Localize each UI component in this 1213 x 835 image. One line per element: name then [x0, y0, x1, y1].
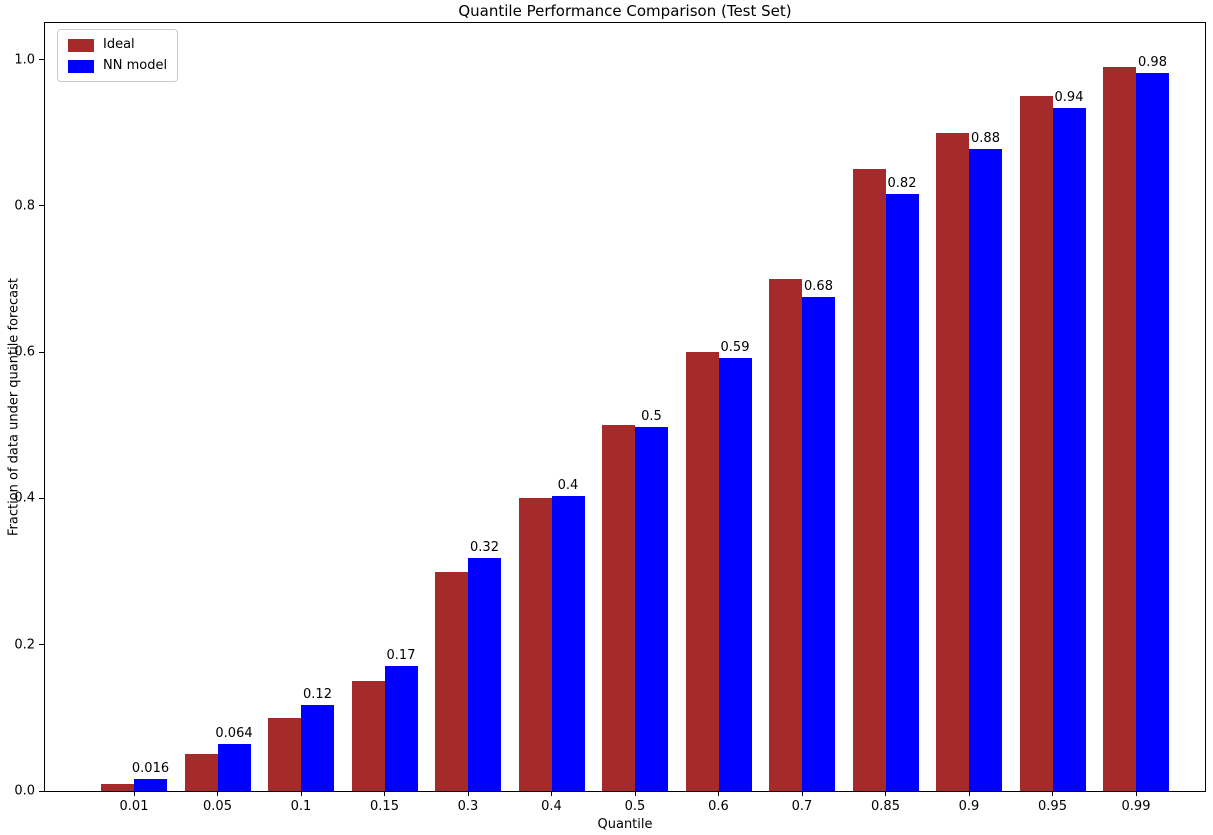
- x-tick-label: 0.01: [119, 799, 149, 814]
- x-tick-label: 0.6: [708, 799, 729, 814]
- chart-title: Quantile Performance Comparison (Test Se…: [458, 2, 792, 20]
- bar-ideal: [268, 717, 301, 791]
- bar-ideal: [101, 783, 134, 791]
- y-tick: [39, 205, 44, 207]
- plot-area: Ideal NN model Quantile 0.0 0.2 0.4 0.6 0.8 1…: [14, 22, 1206, 832]
- x-tick: [634, 791, 636, 796]
- x-tick: [718, 791, 719, 796]
- x-tick-label: 0.1: [290, 799, 312, 814]
- legend: Ideal NN model: [57, 29, 179, 82]
- x-tick: [1052, 791, 1053, 796]
- bar-nn-model: [217, 744, 251, 791]
- bar-nn-model: [1052, 107, 1086, 791]
- bar-value-label: 0.12: [303, 686, 332, 702]
- x-tick: [885, 791, 886, 796]
- legend-item-ideal: Ideal: [68, 38, 167, 52]
- bar-ideal: [852, 169, 886, 791]
- bar-value-label: 0.4: [557, 478, 579, 494]
- x-tick: [551, 791, 552, 796]
- x-tick: [467, 791, 469, 796]
- bar-nn-model: [551, 496, 585, 791]
- bar-ideal: [518, 498, 552, 791]
- bar-ideal: [936, 132, 969, 791]
- bar-value-label: 0.016: [131, 761, 170, 777]
- nn-model-swatch-icon: [68, 59, 94, 73]
- bar-value-label: 0.98: [1138, 54, 1167, 70]
- x-tick-label: 0.4: [541, 799, 562, 814]
- bar-ideal: [602, 425, 635, 791]
- legend-item-nn-model: NN model: [68, 59, 167, 73]
- bar-nn-model: [635, 427, 668, 791]
- bar-ideal: [1019, 96, 1053, 791]
- x-tick-label: 0.15: [370, 799, 399, 814]
- x-tick: [968, 791, 970, 796]
- y-tick-label: 0.2: [14, 637, 35, 653]
- bar-ideal: [351, 681, 385, 791]
- y-tick: [39, 644, 44, 646]
- x-tick-label: 0.95: [1038, 799, 1067, 814]
- y-tick-label: 0.6: [14, 344, 35, 360]
- bar-nn-model: [969, 148, 1002, 791]
- x-tick-label: 0.5: [624, 799, 646, 814]
- x-tick: [300, 791, 302, 796]
- x-tick: [801, 791, 803, 796]
- legend-label-nn-model: NN model: [103, 58, 168, 73]
- x-tick: [384, 791, 385, 796]
- bar-nn-model: [468, 557, 501, 791]
- x-axis-label: Quantile: [597, 817, 653, 832]
- x-tick: [1135, 791, 1137, 796]
- bar-ideal: [769, 279, 802, 791]
- bar-value-label: 0.17: [386, 647, 416, 663]
- legend-label-ideal: Ideal: [103, 37, 135, 52]
- bar-nn-model: [1136, 72, 1169, 791]
- x-tick-label: 0.85: [871, 799, 900, 814]
- bar-value-label: 0.82: [887, 176, 917, 192]
- bar-ideal: [184, 754, 218, 791]
- x-tick-label: 0.99: [1121, 799, 1151, 814]
- y-tick-label: 0.8: [14, 198, 35, 214]
- bar-ideal: [1103, 66, 1136, 791]
- bar-nn-model: [802, 296, 835, 791]
- bar-nn-model: [718, 358, 752, 791]
- y-tick-label: 0.4: [14, 490, 35, 506]
- y-tick: [39, 59, 44, 61]
- bar-nn-model: [384, 665, 418, 791]
- x-tick-label: 0.9: [958, 799, 980, 814]
- bar-ideal: [435, 571, 468, 791]
- bar-nn-model: [301, 704, 334, 791]
- y-tick-label: 0.0: [14, 783, 35, 799]
- x-tick: [133, 791, 135, 796]
- x-tick-label: 0.7: [791, 799, 813, 814]
- bar-value-label: 0.94: [1054, 89, 1084, 105]
- bar-nn-model: [885, 194, 919, 791]
- ideal-swatch-icon: [68, 38, 94, 52]
- x-tick: [217, 791, 218, 796]
- bar-ideal: [685, 352, 719, 791]
- x-tick-label: 0.05: [203, 799, 232, 814]
- bar-value-label: 0.68: [804, 278, 833, 294]
- bar-value-label: 0.88: [971, 130, 1000, 146]
- bar-nn-model: [134, 779, 167, 791]
- bar-value-label: 0.32: [470, 539, 499, 555]
- y-tick: [39, 790, 44, 792]
- y-tick: [39, 497, 44, 499]
- bar-value-label: 0.5: [641, 409, 662, 425]
- bar-value-label: 0.59: [720, 340, 750, 355]
- y-tick-label: 1.0: [14, 52, 35, 68]
- x-tick-label: 0.3: [457, 799, 479, 814]
- bar-value-label: 0.064: [215, 726, 253, 742]
- y-tick: [39, 351, 44, 353]
